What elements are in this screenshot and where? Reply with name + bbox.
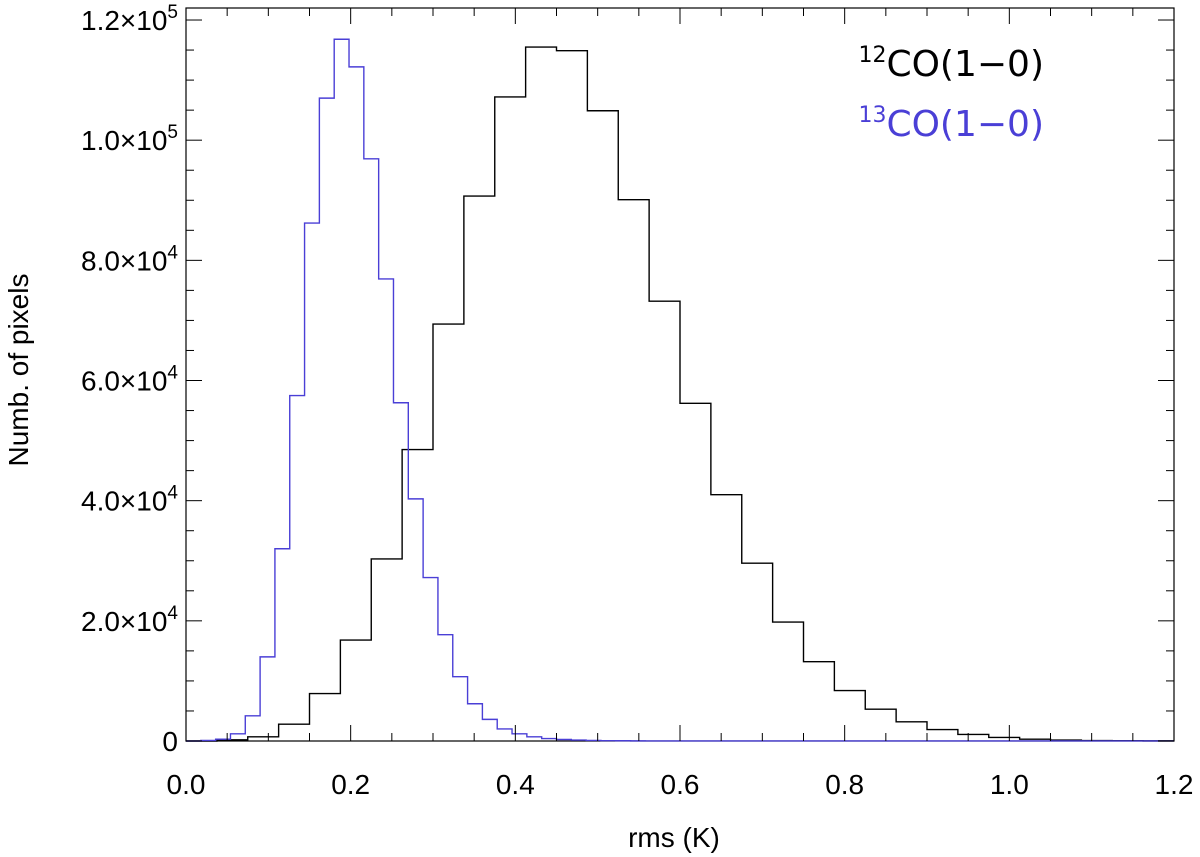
- x-tick-label: 0.6: [661, 769, 700, 800]
- x-tick-label: 0.4: [496, 769, 535, 800]
- legend-entry-12co: 12CO(1−0): [858, 43, 1044, 85]
- legend-entry-13co: 13CO(1−0): [858, 103, 1044, 145]
- y-tick-label: 1.2×105: [81, 2, 178, 36]
- x-tick-label: 1.0: [990, 769, 1029, 800]
- y-tick-label: 1.0×105: [81, 122, 178, 156]
- axes-layer: 0.0 0.2 0.4 0.6 0.8 1.0 1.2 0 2.0×104 4.0×104 6.0×…: [81, 2, 1193, 800]
- y-tick-label: 8.0×104: [81, 242, 178, 276]
- x-tick-label: 0.8: [825, 769, 864, 800]
- x-tick-label: 0.0: [167, 769, 206, 800]
- x-tick-label: 1.2: [1155, 769, 1194, 800]
- y-tick-label: 0: [162, 726, 178, 757]
- y-axis-label: Numb. of pixels: [3, 274, 34, 467]
- x-axis-label: rms (K): [628, 822, 720, 853]
- y-tick-label: 4.0×104: [81, 483, 178, 517]
- y-tick-label: 2.0×104: [81, 603, 178, 637]
- legend: 12CO(1−0) 13CO(1−0): [858, 43, 1044, 145]
- x-tick-label: 0.2: [331, 769, 370, 800]
- series-12co-line: [186, 46, 1174, 742]
- y-tick-label: 6.0×104: [81, 363, 178, 397]
